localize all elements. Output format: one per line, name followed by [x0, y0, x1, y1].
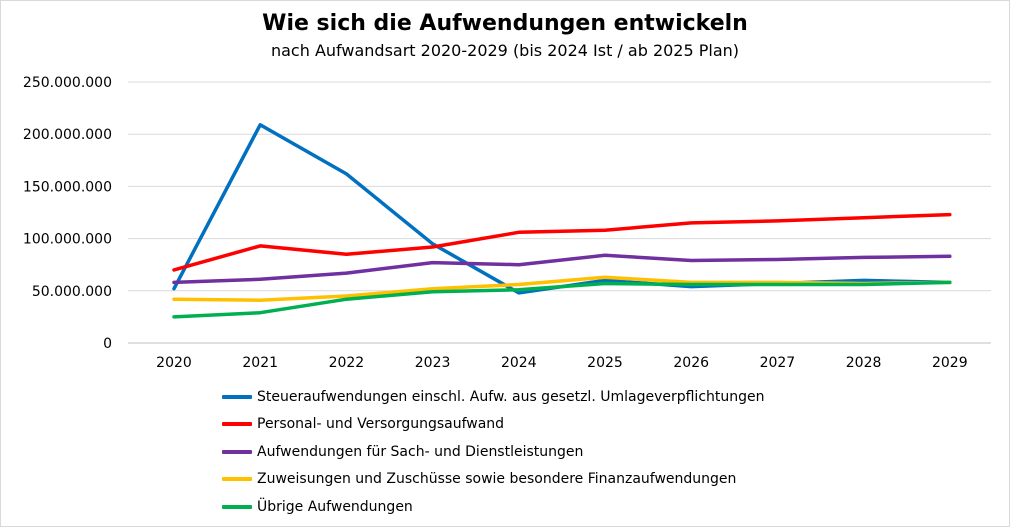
legend-swatch: [222, 449, 252, 454]
legend-label: Personal- und Versorgungsaufwand: [257, 416, 505, 433]
x-tick-label: 2025: [587, 355, 623, 371]
y-tick-label: 0: [103, 336, 112, 352]
chart-subtitle: nach Aufwandsart 2020-2029 (bis 2024 Ist…: [270, 41, 740, 60]
legend-swatch: [222, 504, 252, 509]
x-tick-label: 2024: [501, 355, 537, 371]
y-axis: 0 50.000.000 100.000.000 150.000.000 200.000…: [23, 75, 112, 352]
legend-swatch: [222, 422, 252, 427]
legend-label: Aufwendungen für Sach- und Dienstleistun…: [257, 443, 584, 460]
legend-item: Steueraufwendungen einschl. Aufw. aus ge…: [222, 383, 765, 411]
series-line-3: [172, 253, 952, 285]
y-tick-label: 150.000.000: [23, 179, 112, 195]
y-tick-label: 100.000.000: [23, 232, 112, 248]
x-tick-label: 2020: [156, 355, 192, 371]
x-tick-label: 2026: [673, 355, 709, 371]
legend-item: Personal- und Versorgungsaufwand: [222, 411, 765, 439]
x-tick-label: 2022: [329, 355, 365, 371]
x-tick-label: 2027: [760, 355, 796, 371]
series-line-1: [172, 123, 952, 295]
legend-item: Übrige Aufwendungen: [222, 493, 765, 521]
legend-item: Aufwendungen für Sach- und Dienstleistun…: [222, 438, 765, 466]
legend: Steueraufwendungen einschl. Aufw. aus ge…: [222, 383, 765, 521]
legend-swatch: [222, 394, 252, 399]
x-tick-label: 2028: [846, 355, 882, 371]
legend-label: Übrige Aufwendungen: [257, 498, 413, 515]
series-lines: [172, 123, 952, 319]
y-tick-label: 50.000.000: [32, 284, 112, 300]
chart-title: Wie sich die Aufwendungen entwickeln: [262, 11, 748, 36]
x-tick-label: 2021: [242, 355, 278, 371]
legend-label: Steueraufwendungen einschl. Aufw. aus ge…: [257, 388, 765, 405]
legend-item: Zuweisungen und Zuschüsse sowie besonder…: [222, 466, 765, 494]
x-tick-label: 2029: [932, 355, 968, 371]
x-tick-label: 2023: [415, 355, 451, 371]
series-line-5: [172, 280, 952, 319]
series-line-2: [172, 212, 952, 272]
legend-label: Zuweisungen und Zuschüsse sowie besonder…: [257, 471, 737, 488]
gridlines: [128, 81, 991, 344]
y-tick-label: 250.000.000: [23, 75, 112, 91]
y-tick-label: 200.000.000: [23, 127, 112, 143]
x-axis: 2020 2021 2022 2023 2024 2025 2026 2027 2028 2029: [156, 355, 967, 371]
legend-swatch: [222, 477, 252, 482]
